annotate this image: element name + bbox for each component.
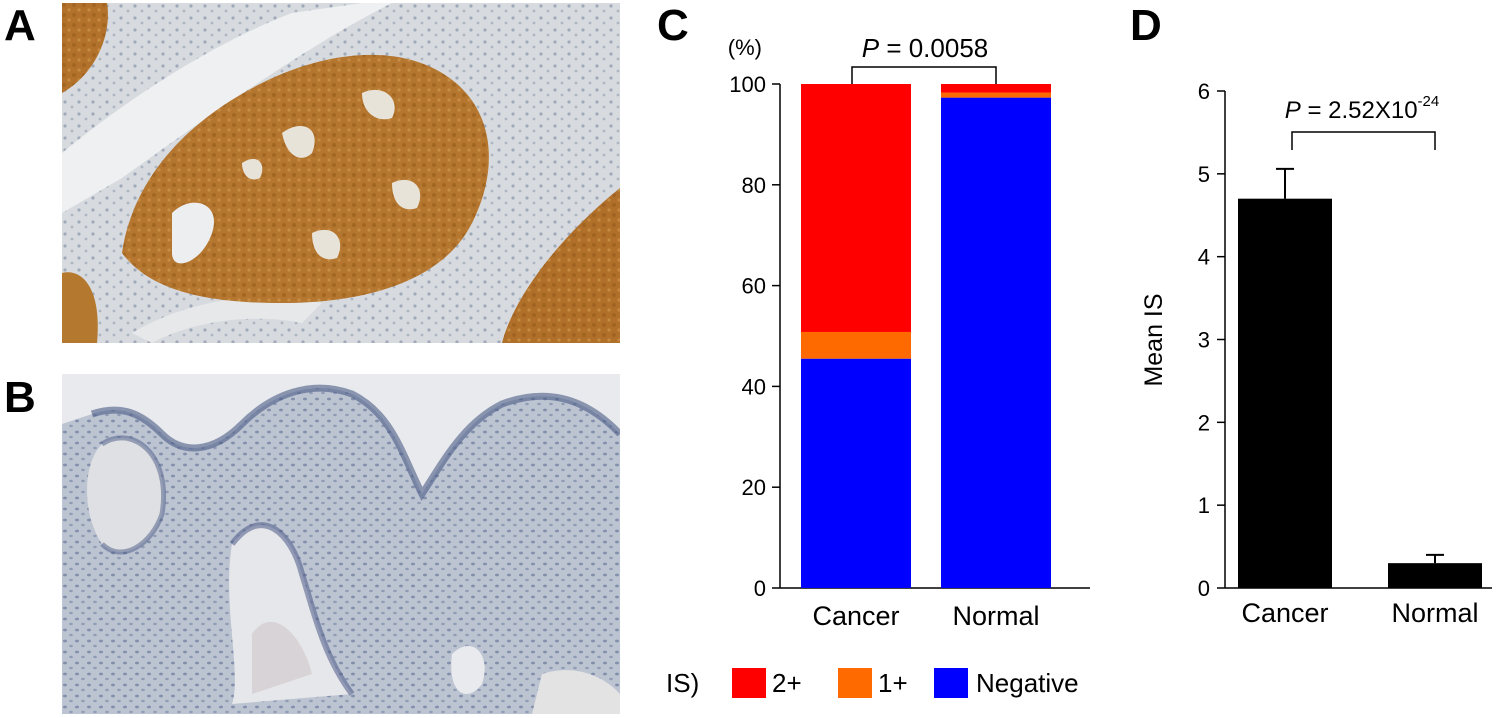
chart-c-p-label: P [862, 33, 880, 63]
chart-c-xtick-label: Normal [952, 601, 1039, 631]
micrograph-a [62, 3, 620, 343]
chart-c-legend-swatch-negative [934, 668, 968, 698]
micrograph-b-image [62, 374, 620, 714]
chart-c-bar-segment-normal-1plus [941, 92, 1051, 98]
chart-d-p-value: = 2.52X10 [1301, 97, 1418, 124]
panel-letter-a: A [4, 1, 36, 50]
chart-c-ytick-label: 80 [742, 173, 766, 198]
chart-d-p-label: P [1285, 97, 1301, 124]
chart-c-legend-swatch-1plus [838, 668, 872, 698]
chart-d-p-bracket [1291, 131, 1436, 150]
chart-c-ytick-label: 60 [742, 274, 766, 299]
chart-c-legend-label: 2+ [772, 668, 802, 698]
chart-c-bar-segment-cancer-negative [801, 358, 911, 588]
chart-d-bar-cancer [1238, 198, 1332, 588]
chart-d-xtick-label: Normal [1391, 598, 1478, 628]
chart-c-legend-label: 1+ [878, 668, 908, 698]
chart-c-p-value: = 0.0058 [879, 33, 988, 63]
chart-d-ytick-label: 5 [1198, 162, 1210, 187]
chart-c-ytick-label: 100 [729, 72, 766, 97]
chart-c-ytick-label: 20 [742, 475, 766, 500]
chart-d-ytick-label: 3 [1198, 328, 1210, 353]
chart-c-legend-swatch-2plus [732, 668, 766, 698]
panel-letter-c: C [657, 1, 689, 50]
panel-letter-d: D [1130, 1, 1162, 50]
chart-d-p-exponent: -24 [1418, 93, 1440, 110]
chart-c-ytick-label: 40 [742, 374, 766, 399]
chart-c-xtick-label: Cancer [812, 601, 899, 631]
chart-c-bar-segment-normal-2plus [941, 84, 1051, 93]
chart-d-ytick-label: 0 [1198, 576, 1210, 601]
chart-c-bar-segment-cancer-2plus [801, 84, 911, 332]
chart-d-xtick-label: Cancer [1241, 598, 1328, 628]
chart-c-legend-prefix: IS) [666, 668, 699, 698]
chart-c-unit-label: (%) [728, 35, 762, 60]
panel-letter-b: B [4, 373, 36, 422]
chart-c-ytick-label: 0 [754, 576, 766, 601]
chart-d-ytick-label: 4 [1198, 245, 1210, 270]
chart-d-ytick-label: 2 [1198, 410, 1210, 435]
chart-c: (%) P = 0.0058 0 20 40 60 80 100 Cancer Normal… [666, 33, 1090, 698]
micrograph-a-image [62, 3, 620, 343]
chart-c-legend-label: Negative [976, 668, 1079, 698]
chart-d-bar-normal [1388, 563, 1482, 588]
micrograph-b [62, 374, 620, 714]
chart-d-p-annotation: P = 2.52X10-24 [1285, 93, 1439, 124]
chart-d-ytick-label: 1 [1198, 493, 1210, 518]
chart-c-bar-segment-normal-negative [941, 97, 1051, 588]
chart-c-p-bracket [851, 66, 997, 84]
chart-d: Mean IS P = 2.52X10-24 0 1 2 3 4 5 6 Cancer Nor… [1140, 79, 1492, 628]
chart-d-ytick-label: 6 [1198, 79, 1210, 104]
chart-c-bar-segment-cancer-1plus [801, 331, 911, 359]
chart-c-p-annotation: P = 0.0058 [862, 33, 989, 63]
chart-d-ylabel: Mean IS [1140, 293, 1168, 386]
